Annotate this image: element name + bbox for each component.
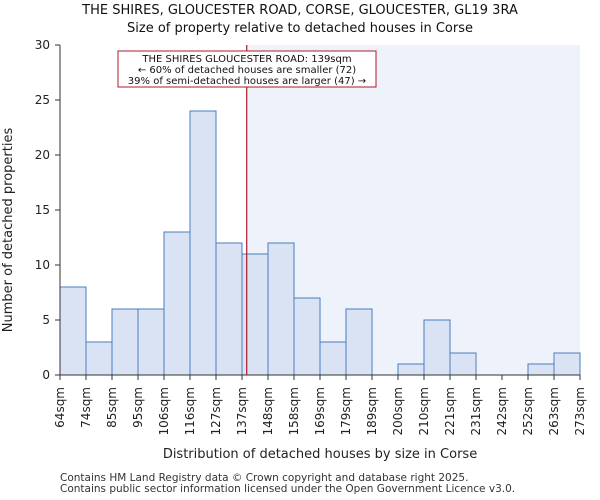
x-tick-label: 242sqm (495, 387, 509, 435)
footer-line-1: Contains HM Land Registry data © Crown c… (60, 472, 469, 484)
y-tick-label: 10 (35, 258, 50, 272)
bar-200sqm (397, 363, 425, 376)
x-tick-label: 64sqm (53, 387, 67, 428)
bar-116sqm (189, 110, 217, 376)
y-tick-label: 15 (35, 203, 50, 217)
x-tick-label: 148sqm (261, 387, 275, 435)
bar-263sqm (553, 352, 581, 376)
y-tick-label: 30 (35, 38, 50, 52)
x-tick-label: 189sqm (365, 387, 379, 435)
x-tick-label: 74sqm (79, 387, 93, 428)
annotation-box: THE SHIRES GLOUCESTER ROAD: 139sqm ← 60%… (117, 50, 377, 88)
x-axis-label: Distribution of detached houses by size … (163, 447, 477, 462)
x-tick-label: 221sqm (443, 387, 457, 435)
bar-169sqm (319, 341, 347, 376)
x-tick-label: 85sqm (105, 387, 119, 428)
annotation-line-2: ← 60% of detached houses are smaller (72… (138, 65, 356, 76)
x-tick-label: 200sqm (391, 387, 405, 435)
x-tick-label: 169sqm (313, 387, 327, 435)
annotation-line-1: THE SHIRES GLOUCESTER ROAD: 139sqm (141, 54, 351, 65)
y-tick-label: 5 (42, 313, 50, 327)
chart-subtitle: Size of property relative to detached ho… (127, 21, 473, 36)
x-tick-label: 106sqm (157, 387, 171, 435)
bar-64sqm (59, 286, 87, 376)
x-tick-label: 127sqm (209, 387, 223, 435)
x-tick-label: 273sqm (573, 387, 587, 435)
x-tick-label: 263sqm (547, 387, 561, 435)
y-axis-label: Number of detached properties (1, 128, 16, 333)
x-tick-label: 116sqm (183, 387, 197, 435)
x-tick-label: 95sqm (131, 387, 145, 428)
y-axis: 0 5 10 15 20 25 30 (35, 38, 61, 382)
bar-74sqm (85, 341, 113, 376)
bar-137sqm (241, 253, 269, 376)
y-tick-label: 20 (35, 148, 50, 162)
bar-158sqm (293, 297, 321, 376)
bar-179sqm (345, 308, 373, 376)
x-axis: 64sqm 74sqm 85sqm 95sqm 106sqm 116sqm 127sqm 13… (53, 374, 587, 435)
bar-148sqm (267, 242, 295, 376)
y-tick-label: 25 (35, 93, 50, 107)
y-tick-label: 0 (42, 368, 50, 382)
x-tick-label: 158sqm (287, 387, 301, 435)
x-tick-label: 179sqm (339, 387, 353, 435)
x-tick-label: 137sqm (235, 387, 249, 435)
bar-95sqm (137, 308, 165, 376)
chart-title: THE SHIRES, GLOUCESTER ROAD, CORSE, GLOU… (81, 3, 518, 18)
x-tick-label: 252sqm (521, 387, 535, 435)
bar-85sqm (111, 308, 139, 376)
bar-210sqm (423, 319, 451, 376)
bar-127sqm (215, 242, 243, 376)
bar-221sqm (449, 352, 477, 376)
footer-line-2: Contains public sector information licen… (60, 483, 516, 495)
bar-252sqm (527, 363, 555, 376)
x-tick-label: 210sqm (417, 387, 431, 435)
bars-group (59, 110, 581, 376)
annotation-line-3: 39% of semi-detached houses are larger (… (128, 76, 366, 87)
bar-106sqm (163, 231, 191, 376)
x-tick-label: 231sqm (469, 387, 483, 435)
